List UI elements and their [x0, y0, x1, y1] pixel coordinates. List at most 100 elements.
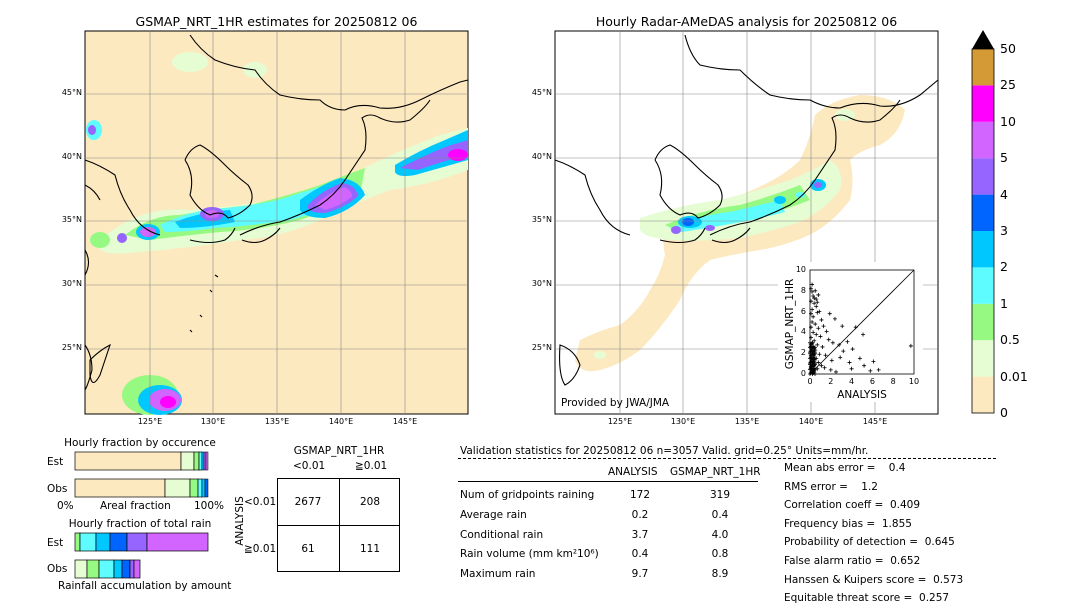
lat-tick-label: 35°N — [61, 215, 82, 224]
colorbar-tick-label: 10 — [1000, 113, 1016, 129]
lat-tick-label: 45°N — [531, 88, 552, 97]
validation-score: Mean abs error = 0.4 — [784, 462, 906, 474]
colorbar-tick-label: 5 — [1000, 150, 1008, 166]
occurrence-axis-mid: Areal fraction — [100, 500, 171, 512]
validation-header: Validation statistics for 20250812 06 n=… — [460, 445, 869, 457]
colorbar-tick-label: 4 — [1000, 186, 1008, 202]
scatter-x-tick: 8 — [890, 377, 896, 386]
contingency-cell-hit-miss-1: 2677 — [294, 496, 322, 508]
total-caption: Rainfall accumulation by amount — [58, 580, 232, 592]
right-map-credit: Provided by JWA/JMA — [561, 397, 670, 409]
validation-row-gsmap: 8.9 — [711, 568, 729, 580]
contingency-cell-2: 208 — [359, 496, 381, 508]
colorbar-segment — [972, 303, 994, 341]
validation-row-label: Maximum rain — [460, 568, 536, 580]
lat-tick-label: 25°N — [531, 343, 552, 352]
lon-tick-label: 135°E — [734, 417, 760, 426]
scatter-y-tick: 10 — [795, 265, 806, 274]
scatter-y-tick: 8 — [800, 285, 806, 295]
scatter-y-tick: 4 — [800, 327, 806, 337]
validation-divider — [458, 458, 996, 459]
colorbar-segment — [972, 340, 994, 377]
scatter-x-tick: 0 — [807, 377, 813, 386]
validation-score: RMS error = 1.2 — [784, 480, 878, 493]
occurrence-axis-left: 0% — [57, 500, 74, 512]
colorbar-tick-label: 3 — [1000, 223, 1008, 238]
lat-tick-label: 45°N — [61, 88, 82, 97]
colorbar-segment — [972, 158, 994, 195]
lon-tick-label: 140°E — [328, 417, 354, 426]
left-map-rain — [86, 52, 468, 415]
validation-table-rule — [458, 481, 758, 482]
validation-col-gsmap: GSMAP_NRT_1HR — [670, 466, 761, 478]
contingency-col-ge: ≧0.01 — [355, 460, 388, 472]
contingency-title: GSMAP_NRT_1HR — [293, 445, 385, 457]
lat-tick-label: 35°N — [531, 215, 552, 224]
lon-tick-label: 135°E — [264, 417, 290, 426]
validation-col-analysis: ANALYSIS — [608, 466, 658, 478]
lon-tick-label: 140°E — [798, 417, 824, 426]
lon-tick-label: 125°E — [137, 417, 163, 426]
lon-tick-label: 125°E — [607, 417, 633, 426]
validation-row-analysis: 0.4 — [631, 548, 649, 560]
validation-score: Correlation coeff = 0.409 — [784, 499, 920, 512]
validation-row-gsmap: 319 — [709, 489, 731, 501]
occurrence-axis-right: 100% — [194, 500, 225, 512]
validation-row-label: Average rain — [460, 509, 527, 521]
validation-row-gsmap: 0.4 — [711, 509, 729, 521]
validation-score: False alarm ratio = 0.652 — [784, 555, 921, 567]
total-row-obs: Obs — [47, 563, 68, 575]
scatter-y-tick: 2 — [800, 348, 806, 358]
total-row-est: Est — [47, 537, 64, 549]
validation-row-analysis: 172 — [629, 489, 651, 501]
colorbar-tick-label: 50 — [1000, 41, 1016, 56]
contingency-row-ge: ≧0.01 — [244, 543, 277, 555]
colorbar-segment — [972, 376, 994, 413]
colorbar-segment — [972, 194, 994, 231]
scatter-y-tick: 6 — [800, 306, 806, 316]
scatter-x-tick: 6 — [869, 377, 875, 386]
occurrence-title: Hourly fraction by occurence — [64, 437, 216, 449]
contingency-row-lt: <0.01 — [244, 496, 277, 508]
lon-tick-label: 145°E — [862, 417, 888, 426]
lat-tick-label: 30°N — [531, 279, 552, 288]
left-map-coastline — [84, 34, 469, 391]
colorbar-segment — [972, 49, 994, 86]
validation-row-label: Num of gridpoints raining — [460, 489, 595, 501]
lon-tick-label: 130°E — [670, 417, 696, 426]
validation-row-analysis: 9.7 — [631, 568, 649, 580]
validation-row-label: Rain volume (mm km²10⁶) — [460, 548, 599, 560]
total-title: Hourly fraction of total rain — [68, 518, 212, 530]
validation-row-analysis: 0.2 — [631, 509, 649, 521]
scatter-xlabel: ANALYSIS — [837, 389, 887, 401]
lat-tick-label: 30°N — [61, 279, 82, 288]
occurrence-row-est: Est — [47, 456, 64, 468]
scatter-x-tick: 4 — [849, 377, 855, 386]
lat-tick-label: 40°N — [531, 152, 552, 161]
colorbar-segment — [972, 85, 994, 122]
lon-tick-label: 130°E — [200, 417, 226, 426]
colorbar-extend-arrow — [972, 30, 994, 49]
contingency-grid — [277, 478, 400, 572]
scatter-x-tick: 2 — [828, 377, 834, 386]
colorbar-frame — [971, 48, 995, 414]
colorbar-tick-label: 0 — [1000, 405, 1008, 420]
lat-tick-label: 40°N — [61, 152, 82, 161]
validation-score: Hanssen & Kuipers score = 0.573 — [784, 573, 964, 586]
contingency-col-lt: <0.01 — [293, 460, 326, 472]
lon-tick-label: 145°E — [392, 417, 418, 426]
colorbar-tick-label: 25 — [1000, 77, 1016, 93]
colorbar-tick-label: 1 — [1000, 295, 1008, 311]
colorbar-segment — [972, 267, 994, 304]
right-map-title: Hourly Radar-AMeDAS analysis for 2025081… — [595, 14, 898, 29]
contingency-cell-4: 111 — [359, 543, 381, 555]
scatter-x-tick: 10 — [908, 377, 920, 386]
validation-row-gsmap: 0.8 — [711, 548, 729, 560]
left-map-title: GSMAP_NRT_1HR estimates for 20250812 06 — [135, 14, 418, 29]
colorbar-tick-label: 0.5 — [1000, 332, 1020, 348]
validation-score: Frequency bias = 1.855 — [784, 517, 912, 530]
scatter-ylabel: GSMAP_NRT_1HR — [784, 278, 796, 370]
occurrence-row-obs: Obs — [47, 483, 68, 495]
validation-score: Equitable threat score = 0.257 — [784, 592, 950, 605]
lat-tick-label: 25°N — [61, 343, 82, 352]
